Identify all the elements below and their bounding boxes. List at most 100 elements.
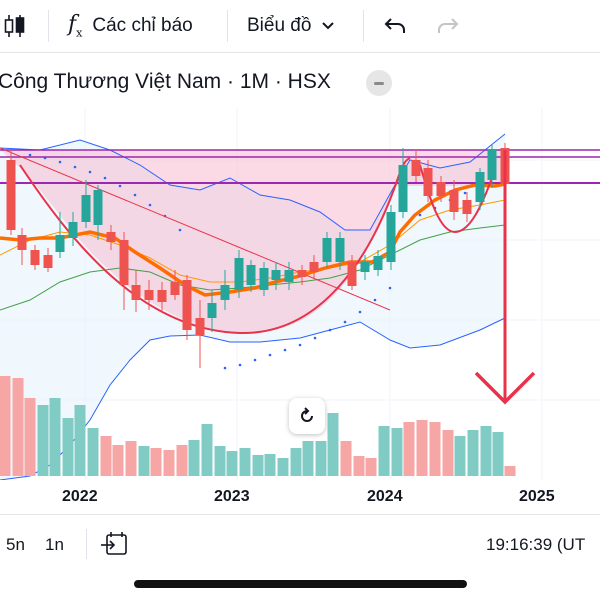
candle-body: [386, 212, 396, 262]
volume-bar: [340, 441, 352, 476]
volume-bar: [100, 436, 112, 476]
volume-bar: [277, 458, 289, 476]
volume-bar: [24, 398, 36, 476]
candle-body: [182, 280, 192, 330]
x-tick-label: 2022: [62, 488, 98, 505]
candle-body: [322, 238, 332, 262]
target-arrow: [474, 150, 536, 405]
candle-body: [335, 238, 345, 262]
volume-bar: [492, 432, 504, 476]
volume-bar: [112, 445, 124, 476]
candle-body: [259, 268, 269, 290]
candles-icon[interactable]: [4, 0, 26, 52]
candle-body: [449, 190, 459, 212]
price-chart[interactable]: [0, 108, 600, 481]
minus-icon: [374, 81, 384, 85]
candle-body: [131, 285, 141, 300]
candle-body: [373, 256, 383, 270]
candle-body: [475, 172, 485, 202]
candle-body: [284, 270, 294, 282]
candle-body: [360, 262, 370, 272]
redo-icon[interactable]: [436, 0, 460, 52]
candle-body: [17, 235, 27, 250]
candle-body: [411, 160, 421, 176]
candle-body: [423, 168, 433, 196]
candle-body: [106, 232, 116, 242]
volume-bar: [74, 405, 86, 476]
volume-bar: [252, 455, 264, 476]
volume-bar: [315, 441, 327, 476]
range-5-years-button[interactable]: 5n: [6, 535, 25, 554]
volume-bar: [327, 413, 339, 476]
chart-canvas[interactable]: [0, 108, 600, 481]
x-tick-label: 2025: [519, 488, 555, 505]
chart-type-label: Biểu đồ: [247, 15, 312, 36]
volume-bar: [290, 448, 302, 476]
volume-bar: [442, 430, 454, 476]
go-to-date-icon[interactable]: [100, 531, 128, 562]
volume-bar: [365, 458, 377, 476]
candle-body: [119, 240, 129, 285]
candle-body: [81, 195, 91, 222]
range-1-year-button[interactable]: 1n: [45, 535, 64, 554]
volume-bar: [239, 448, 251, 476]
candle-body: [68, 222, 78, 238]
bottom-divider: [86, 529, 87, 559]
volume-bar: [429, 422, 441, 476]
symbol-legend: Công Thương Việt Nam · 1M · HSX: [0, 62, 600, 106]
x-tick-label: 2024: [367, 488, 403, 505]
volume-bar: [12, 378, 24, 476]
volume-bar: [226, 451, 238, 476]
candle-body: [30, 250, 40, 265]
toolbar-divider: [227, 10, 228, 42]
candle-body: [220, 285, 230, 300]
candle-body: [207, 303, 217, 318]
chevron-down-icon: [322, 22, 335, 30]
symbol-title[interactable]: Công Thương Việt Nam · 1M · HSX: [0, 70, 331, 93]
candle-body: [93, 190, 103, 225]
volume-bar: [302, 441, 314, 476]
time-axis[interactable]: 2022 2023 2024 2025: [0, 480, 600, 514]
candle-body: [462, 200, 472, 214]
x-tick-label: 2023: [214, 488, 250, 505]
candle-body: [234, 258, 244, 290]
undo-icon[interactable]: [383, 0, 407, 52]
volume-bar: [353, 456, 365, 476]
volume-bar: [504, 466, 516, 476]
indicators-button[interactable]: fx Các chỉ báo: [68, 0, 193, 52]
candle-body: [6, 160, 16, 230]
candle-body: [398, 165, 408, 212]
collapse-legend-button[interactable]: [366, 70, 392, 96]
volume-bar: [264, 454, 276, 476]
volume-bar: [454, 436, 466, 476]
candle-body: [309, 262, 319, 272]
reset-chart-button[interactable]: [289, 398, 325, 434]
volume-bar: [37, 405, 49, 476]
volume-bar: [201, 424, 213, 476]
candle-body: [43, 255, 53, 268]
top-toolbar: fx Các chỉ báo Biểu đồ: [0, 0, 600, 53]
volume-bar: [188, 440, 200, 476]
volume-bar: [403, 422, 415, 476]
volume-bar: [62, 418, 74, 476]
candle-body: [170, 282, 180, 295]
reset-icon: [301, 407, 313, 422]
candle-body: [487, 150, 497, 180]
chart-type-button[interactable]: Biểu đồ: [247, 0, 335, 52]
volume-bar: [378, 426, 390, 476]
parabolic-sar: [28, 153, 467, 370]
volume-bar: [163, 450, 175, 476]
candle-body: [144, 290, 154, 300]
candle-body: [157, 290, 167, 302]
clock-time[interactable]: 19:16:39 (UT: [486, 535, 586, 554]
home-indicator: [134, 580, 467, 588]
ma-orange-thick: [0, 182, 506, 297]
volume-bar: [87, 428, 99, 476]
volume-bar: [176, 445, 188, 476]
bottom-toolbar: 5n 1n 19:16:39 (UT: [0, 514, 600, 573]
indicators-label: Các chỉ báo: [92, 15, 193, 36]
volume-bar: [150, 448, 162, 476]
volume-bar: [467, 430, 479, 476]
volume-bar: [480, 426, 492, 476]
candle-body: [55, 235, 65, 252]
